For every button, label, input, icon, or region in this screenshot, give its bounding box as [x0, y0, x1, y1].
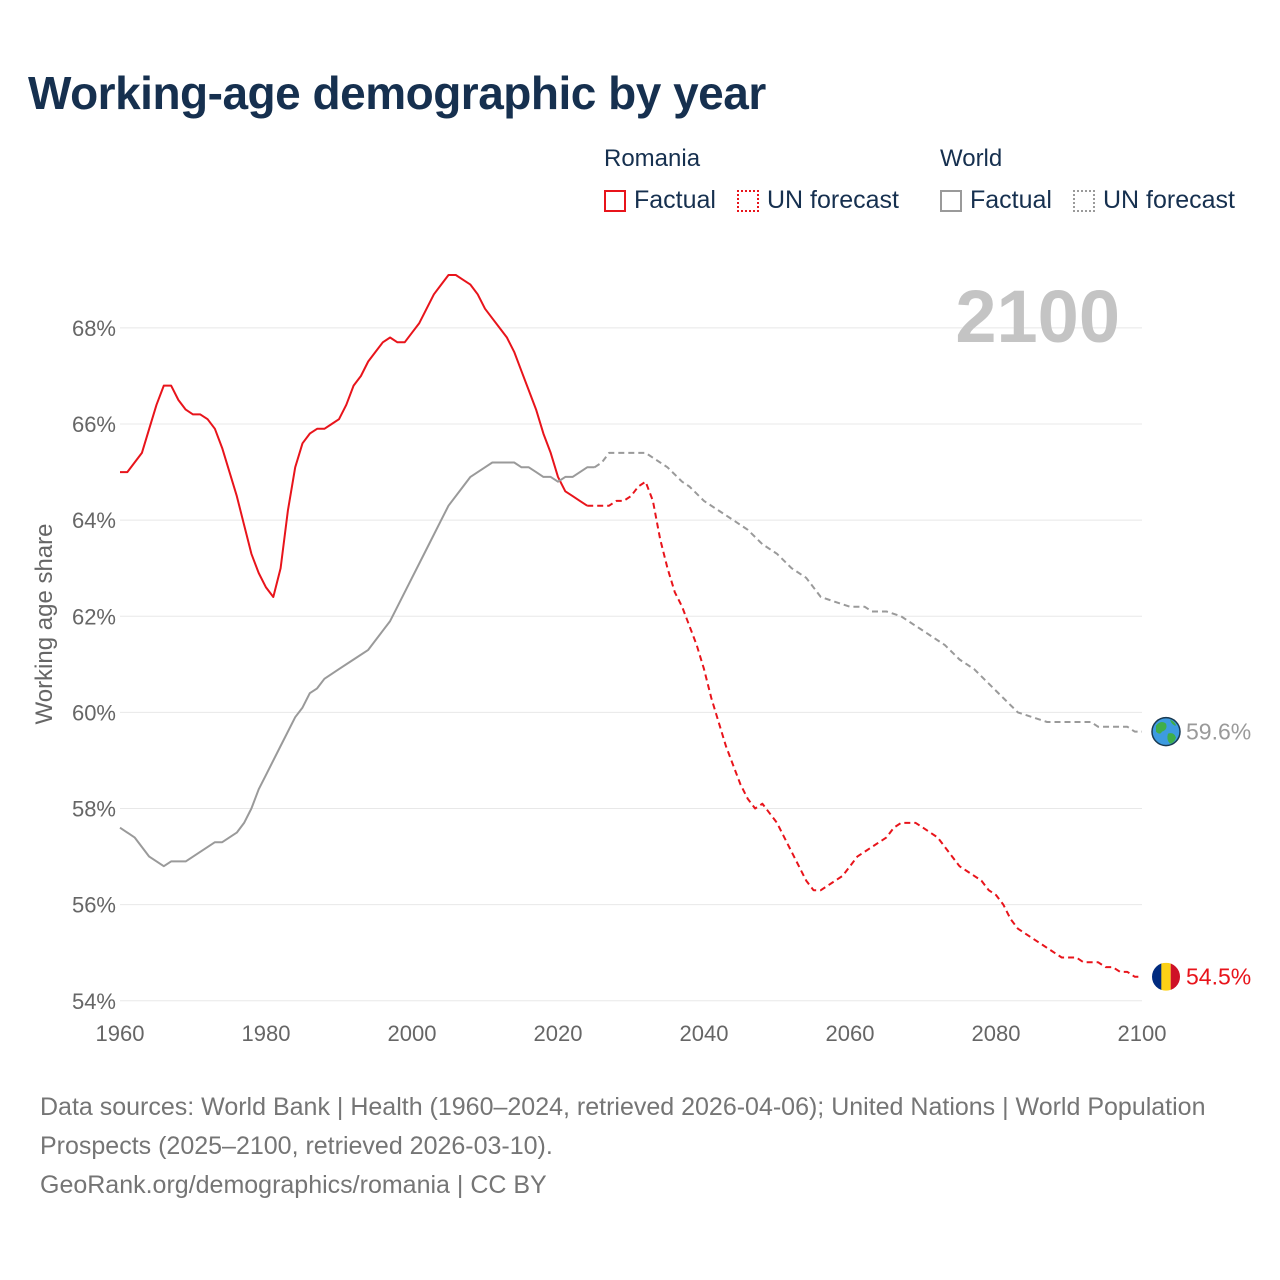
x-tick-label: 2000	[388, 1021, 437, 1046]
series-line-romania-factual[interactable]	[120, 274, 588, 598]
y-tick-label: 66%	[72, 412, 116, 437]
legend-label-romania-factual: Factual	[634, 186, 716, 214]
end-label-world: 59.6%	[1186, 719, 1251, 745]
x-tick-label: 1960	[96, 1021, 145, 1046]
y-tick-label: 60%	[72, 700, 116, 725]
footer-sources: Data sources: World Bank | Health (1960–…	[40, 1093, 1206, 1160]
legend-romania-forecast[interactable]: UN forecast	[737, 186, 899, 215]
legend-world-forecast[interactable]: UN forecast	[1073, 186, 1235, 215]
legend-swatch-romania-forecast	[737, 189, 759, 212]
y-tick-label: 68%	[72, 316, 116, 341]
y-tick-label: 62%	[72, 604, 116, 629]
y-axis-ticks: 54% 56% 58% 60% 62% 64% 66% 68%	[72, 316, 116, 1014]
end-label-romania: 54.5%	[1186, 964, 1251, 990]
page-title: Working-age demographic by year	[28, 67, 766, 119]
gridlines	[120, 327, 1142, 1002]
end-labels: 59.6% 54.5%	[1151, 716, 1251, 991]
y-axis-title: Working age share	[31, 524, 58, 725]
series-line-world-forecast[interactable]	[593, 451, 1143, 733]
legend-label-romania-forecast: UN forecast	[767, 186, 899, 214]
year-watermark: 2100	[955, 275, 1120, 358]
x-tick-label: 2040	[680, 1021, 729, 1046]
footer: Data sources: World Bank | Health (1960–…	[40, 1088, 1240, 1205]
legend-world-title: World	[940, 145, 1003, 172]
series-lines	[119, 274, 1143, 978]
series-line-world-factual[interactable]	[119, 461, 595, 868]
legend-romania-factual[interactable]: Factual	[604, 186, 716, 215]
legend-world-factual[interactable]: Factual	[940, 186, 1052, 215]
x-axis-ticks: 1960 1980 2000 2020 2040 2060 2080 2100	[96, 1021, 1167, 1046]
x-tick-label: 2100	[1118, 1021, 1167, 1046]
x-tick-label: 2020	[534, 1021, 583, 1046]
x-tick-label: 2080	[972, 1021, 1021, 1046]
legend-swatch-world-factual	[940, 189, 962, 212]
legend-swatch-world-forecast	[1073, 189, 1095, 212]
line-chart: 2100 54% 56% 58% 60% 62% 64% 66% 68% 1960 1980 20…	[31, 274, 1251, 1046]
legend-swatch-romania-factual	[604, 189, 626, 212]
series-line-romania-forecast[interactable]	[587, 480, 1142, 978]
legend-label-world-factual: Factual	[970, 186, 1052, 214]
x-tick-label: 1980	[242, 1021, 291, 1046]
x-tick-label: 2060	[826, 1021, 875, 1046]
y-tick-label: 54%	[72, 989, 116, 1014]
footer-credit[interactable]: GeoRank.org/demographics/romania | CC BY	[40, 1171, 547, 1199]
legend-romania-title: Romania	[604, 145, 701, 172]
globe-icon	[1151, 716, 1181, 747]
legend-label-world-forecast: UN forecast	[1103, 186, 1235, 214]
y-tick-label: 56%	[72, 893, 116, 918]
y-tick-label: 64%	[72, 508, 116, 533]
y-tick-label: 58%	[72, 797, 116, 822]
romania-flag-icon	[1152, 962, 1180, 991]
